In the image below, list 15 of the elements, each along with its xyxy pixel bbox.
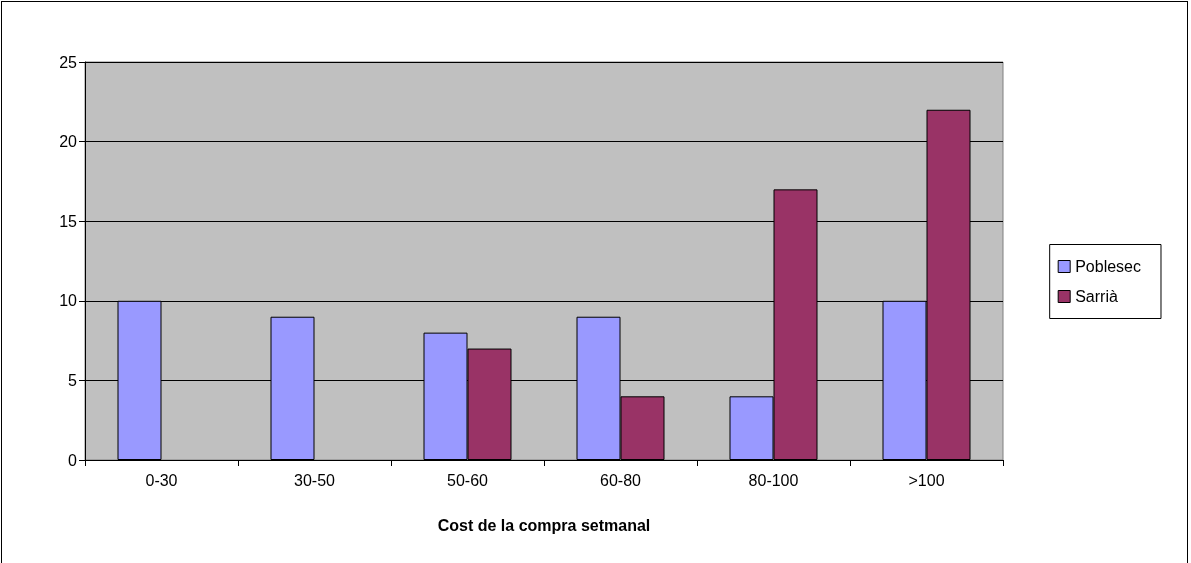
x-tick-label: 60-80 (600, 471, 642, 489)
y-tick-label: 5 (68, 371, 78, 389)
legend-label: Sarrià (1075, 288, 1118, 305)
x-axis-title: Cost de la compra setmanal (437, 516, 651, 534)
y-tick-label: 25 (59, 53, 78, 71)
x-tick-label: 80-100 (748, 471, 799, 489)
legend-label: Poblesec (1075, 258, 1142, 275)
x-tick-label: >100 (908, 471, 945, 489)
y-tick-label: 10 (59, 292, 78, 310)
x-tick-label: 30-50 (294, 471, 336, 489)
y-tick-label: 20 (59, 133, 78, 151)
y-tick-label: 0 (68, 451, 78, 469)
x-tick-label: 0-30 (145, 471, 178, 489)
y-tick-label: 15 (59, 212, 78, 230)
x-tick-label: 50-60 (447, 471, 489, 489)
